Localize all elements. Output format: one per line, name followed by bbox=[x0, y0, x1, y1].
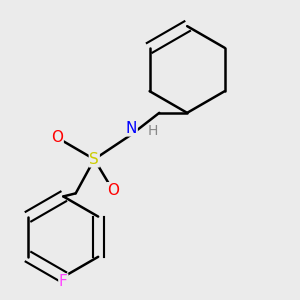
Text: O: O bbox=[51, 130, 63, 145]
Text: S: S bbox=[89, 152, 99, 167]
Text: N: N bbox=[126, 121, 137, 136]
Text: F: F bbox=[59, 274, 68, 289]
Text: H: H bbox=[148, 124, 158, 138]
Text: O: O bbox=[107, 183, 119, 198]
